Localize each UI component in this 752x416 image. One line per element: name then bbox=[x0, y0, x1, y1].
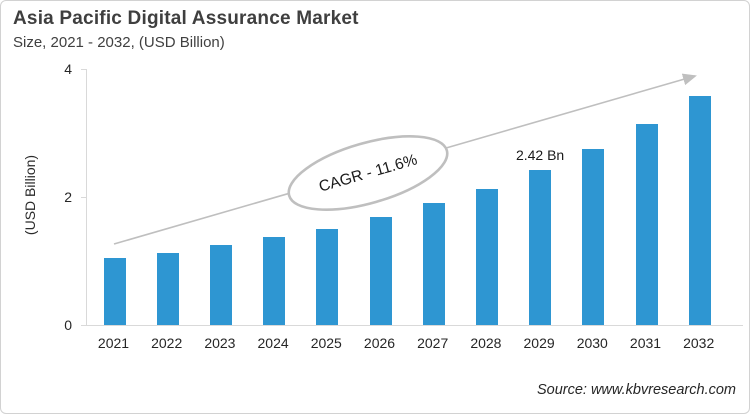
x-tick-label: 2024 bbox=[257, 335, 289, 351]
x-tick-label: 2030 bbox=[576, 335, 608, 351]
bar-2029 bbox=[529, 170, 552, 325]
plot-area: CAGR - 11.6% 2.42 Bn bbox=[86, 69, 743, 326]
bar-2023 bbox=[209, 245, 232, 325]
y-tick-label: 2 bbox=[64, 189, 72, 205]
bar-2028 bbox=[475, 188, 498, 325]
bar-2022 bbox=[156, 252, 179, 325]
x-tick-label: 2029 bbox=[523, 335, 555, 351]
bar-2032 bbox=[688, 95, 711, 325]
source-credit: Source: www.kbvresearch.com bbox=[536, 382, 736, 398]
x-tick-label: 2021 bbox=[97, 335, 130, 351]
x-tick-label: 2027 bbox=[417, 335, 449, 351]
bar-2026 bbox=[369, 216, 392, 325]
y-tick-mark bbox=[81, 197, 86, 198]
y-tick-mark bbox=[81, 69, 86, 70]
bar-2021 bbox=[103, 257, 126, 325]
x-tick-label: 2028 bbox=[470, 335, 502, 351]
x-tick-label: 2025 bbox=[310, 335, 342, 351]
x-tick-label: 2031 bbox=[629, 335, 662, 351]
bar-2024 bbox=[263, 236, 286, 325]
x-axis-labels: 2021 2022 2023 2024 2025 2026 2027 2028 2029 2030… bbox=[86, 335, 742, 355]
trend-arrow-line bbox=[113, 73, 697, 245]
x-tick-label: 2022 bbox=[151, 335, 183, 351]
x-tick-label: 2023 bbox=[204, 335, 236, 351]
data-label: 2.42 Bn bbox=[515, 147, 565, 164]
bar-2031 bbox=[635, 124, 658, 325]
chart-subtitle: Size, 2021 - 2032, (USD Billion) bbox=[13, 34, 225, 51]
x-tick-label: 2032 bbox=[683, 335, 715, 351]
bar-2027 bbox=[422, 202, 445, 325]
y-tick-label: 0 bbox=[64, 317, 72, 333]
chart-title: Asia Pacific Digital Assurance Market bbox=[13, 8, 359, 29]
cagr-label: CAGR - 11.6% bbox=[317, 151, 419, 195]
bar-2025 bbox=[316, 229, 339, 325]
y-axis-ticks: 0 2 4 bbox=[1, 61, 86, 333]
x-tick-label: 2026 bbox=[363, 335, 396, 351]
y-tick-label: 4 bbox=[64, 61, 72, 77]
y-tick-mark bbox=[81, 325, 86, 326]
bar-2030 bbox=[582, 149, 605, 325]
